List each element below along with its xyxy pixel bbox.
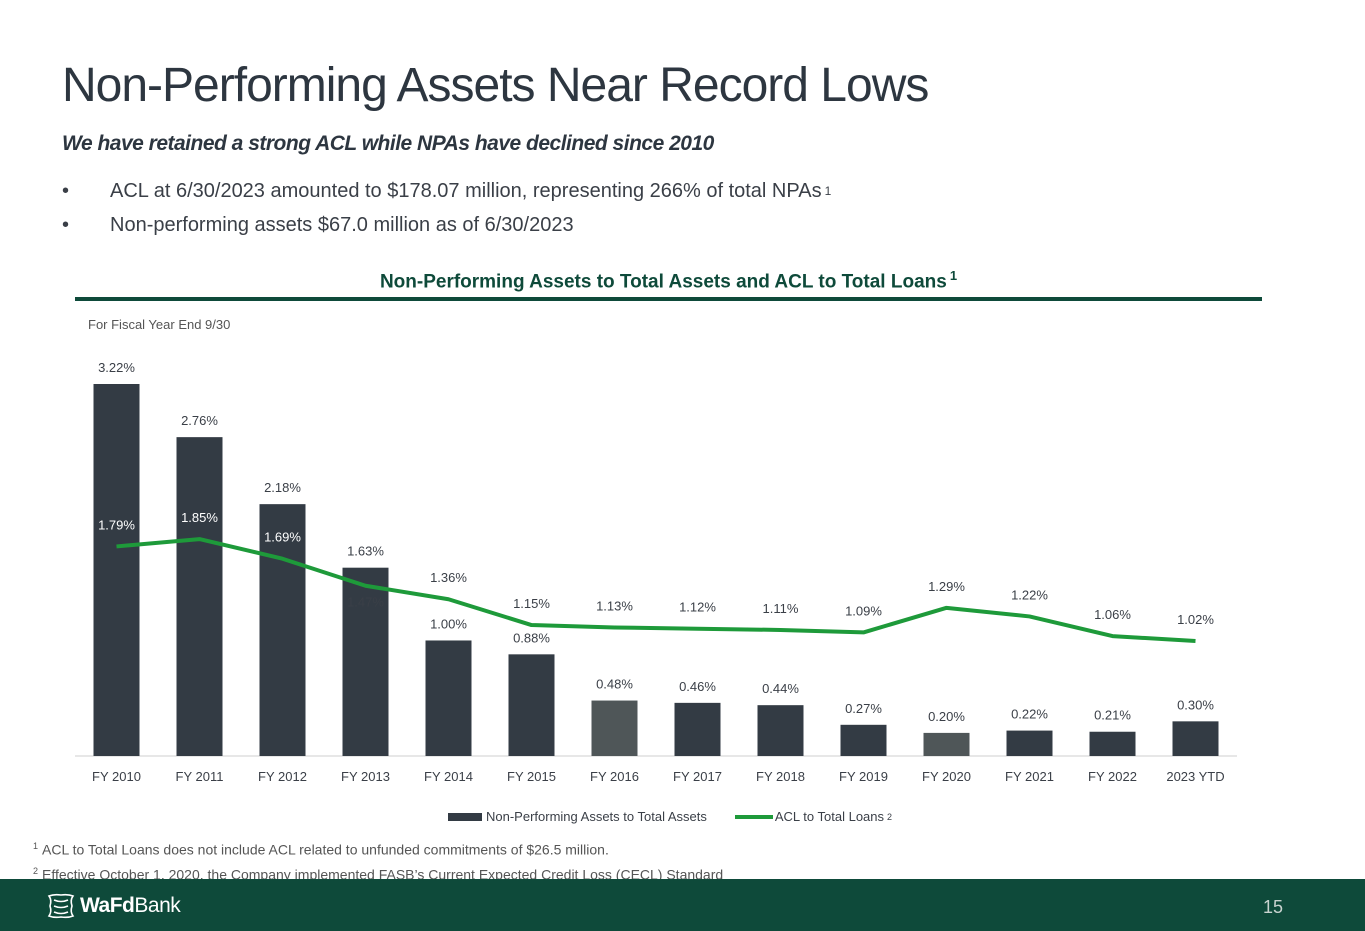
footnote-text: Effective October 1, 2020, the Company i…	[42, 866, 724, 883]
acl-data-label: 1.02%	[1177, 612, 1214, 627]
npa-bar	[508, 654, 555, 756]
footnotes: 1 ACL to Total Loans does not include ACL…	[33, 836, 723, 885]
x-tick-label: FY 2018	[756, 769, 805, 784]
acl-data-label: 1.47%	[347, 595, 384, 610]
footer-bar: WaFdBank 15	[0, 879, 1365, 931]
footnote-2: 2 Effective October 1, 2020, the Company …	[33, 861, 723, 886]
chart-title-block: Non-Performing Assets to Total Assets an…	[0, 268, 1337, 293]
npa-bar	[259, 504, 306, 756]
x-tick-label: FY 2021	[1005, 769, 1054, 784]
x-tick-label: FY 2013	[341, 769, 390, 784]
slide-title: Non-Performing Assets Near Record Lows	[62, 59, 929, 112]
npa-data-label: 2.18%	[264, 480, 301, 495]
npa-data-label: 1.63%	[347, 544, 384, 559]
x-tick-label: FY 2012	[258, 769, 307, 784]
npa-bar	[674, 702, 721, 756]
x-tick-label: FY 2011	[176, 769, 224, 784]
acl-data-label: 1.29%	[928, 579, 965, 594]
npa-data-label: 3.22%	[98, 360, 135, 375]
footnote-number: 1	[33, 841, 39, 851]
bullet-item: • Non-performing assets $67.0 million as…	[62, 208, 831, 242]
x-tick-label: 2023 YTD	[1166, 769, 1224, 784]
page-number: 15	[1262, 897, 1283, 917]
legend-label-npa: Non-Performing Assets to Total Assets	[486, 809, 707, 824]
acl-data-label: 1.13%	[596, 598, 633, 613]
npa-data-label: 0.88%	[513, 630, 550, 645]
npa-data-label: 1.00%	[430, 616, 467, 631]
chart-legend: Non-Performing Assets to Total Assets AC…	[448, 809, 892, 824]
wheat-logo-icon	[47, 893, 75, 919]
bullet-item: • ACL at 6/30/2023 amounted to $178.07 m…	[62, 174, 831, 208]
npa-bar	[93, 384, 140, 756]
acl-data-label: 1.22%	[1011, 587, 1048, 602]
legend-bar-swatch	[448, 812, 482, 821]
x-tick-label: FY 2016	[590, 769, 639, 784]
npa-bar	[757, 705, 804, 756]
acl-data-label: 1.36%	[430, 570, 467, 585]
x-tick-label: FY 2017	[673, 769, 722, 784]
acl-data-label: 1.69%	[264, 530, 301, 545]
footnote-1: 1 ACL to Total Loans does not include ACL…	[33, 836, 723, 861]
npa-bar	[1172, 721, 1219, 756]
logo-wordmark: WaFdBank	[80, 894, 181, 917]
acl-data-label: 1.12%	[679, 600, 716, 615]
npa-data-label: 0.27%	[845, 701, 882, 716]
bullet-text: Non-performing assets $67.0 million as o…	[110, 213, 574, 236]
acl-data-label: 1.85%	[181, 510, 218, 525]
x-tick-label: FY 2010	[92, 769, 141, 784]
bullet-list: • ACL at 6/30/2023 amounted to $178.07 m…	[62, 174, 831, 242]
x-tick-label: FY 2022	[1088, 769, 1137, 784]
npa-bar	[923, 732, 970, 756]
npa-bar	[591, 700, 638, 756]
npa-bar	[176, 437, 223, 756]
legend-label-acl: ACL to Total Loans	[774, 809, 885, 824]
acl-data-label: 1.15%	[513, 596, 550, 611]
bullet-footnote-ref: 1	[824, 184, 832, 198]
acl-data-label: 1.06%	[1094, 607, 1131, 622]
npa-data-label: 0.21%	[1094, 708, 1131, 723]
chart-title-divider	[75, 297, 1262, 301]
acl-data-label: 1.09%	[845, 603, 882, 618]
bullet-marker: •	[62, 213, 70, 236]
npa-bar	[342, 567, 389, 756]
footnote-number: 2	[33, 865, 39, 876]
acl-data-label: 1.79%	[98, 517, 135, 532]
npa-bar	[840, 724, 887, 756]
bullet-marker: •	[62, 179, 70, 202]
wafd-logo: WaFdBank	[46, 892, 181, 920]
acl-line	[116, 537, 1196, 643]
combo-chart: 3.22% 2.76% 2.18% 1.63% 1.00% 0.88% 0.48% 0.46%…	[75, 360, 1237, 784]
chart-title-footnote-ref: 1	[949, 268, 958, 283]
x-tick-label: FY 2015	[507, 769, 556, 784]
npa-data-label: 2.76%	[181, 413, 218, 428]
npa-data-label: 0.22%	[1011, 707, 1048, 722]
npa-bar	[1089, 731, 1136, 756]
npa-data-label: 0.20%	[928, 709, 965, 724]
npa-bar	[425, 640, 472, 756]
acl-data-label: 1.11%	[763, 601, 799, 616]
npa-data-label: 0.30%	[1177, 697, 1214, 712]
footnote-text: ACL to Total Loans does not include ACL …	[42, 841, 609, 858]
npa-data-label: 0.48%	[596, 677, 633, 692]
x-tick-label: FY 2019	[839, 769, 888, 784]
x-tick-label: FY 2020	[922, 769, 971, 784]
legend-footnote-ref: 2	[887, 811, 893, 822]
x-tick-label: FY 2014	[424, 769, 473, 784]
chart-title: Non-Performing Assets to Total Assets an…	[379, 271, 947, 293]
npa-data-label: 0.46%	[679, 679, 716, 694]
chart-note: For Fiscal Year End 9/30	[88, 317, 231, 332]
npa-bar	[1006, 730, 1053, 756]
bullet-text: ACL at 6/30/2023 amounted to $178.07 mil…	[110, 179, 822, 202]
slide-subtitle: We have retained a strong ACL while NPAs…	[62, 132, 714, 155]
legend-line-swatch	[734, 814, 773, 819]
npa-data-label: 0.44%	[762, 681, 799, 696]
